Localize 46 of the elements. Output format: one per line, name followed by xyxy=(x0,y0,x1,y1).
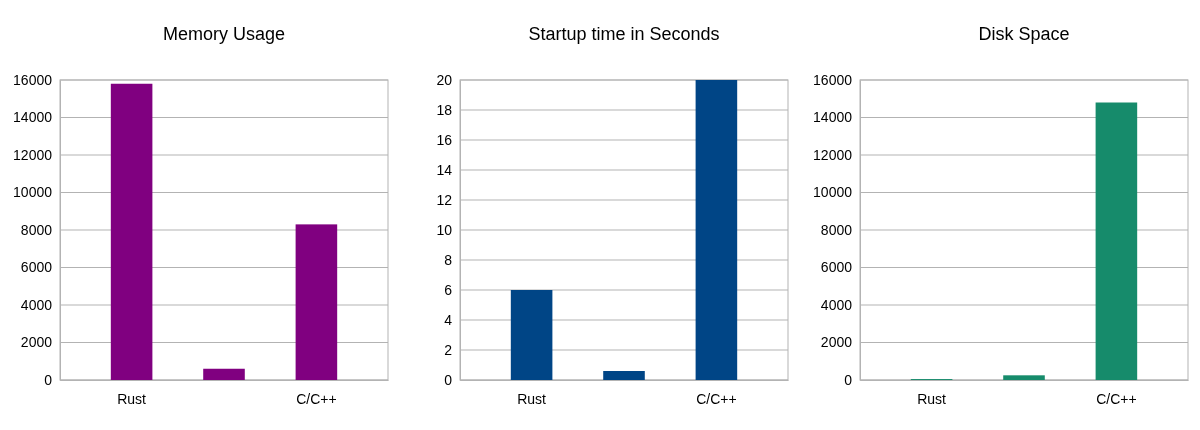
y-tick-label: 12000 xyxy=(813,146,853,163)
x-tick-label: C/C++ xyxy=(696,390,737,407)
y-tick-label: 6000 xyxy=(20,259,53,276)
x-tick-label: Rust xyxy=(917,390,947,407)
y-tick-label: 14000 xyxy=(13,109,53,126)
bar xyxy=(1003,375,1045,380)
y-tick-label: 2 xyxy=(444,341,453,358)
y-tick-label: 6000 xyxy=(820,259,853,276)
y-tick-label: 14 xyxy=(436,161,453,178)
bar xyxy=(603,371,645,380)
y-tick-label: 6 xyxy=(444,281,453,298)
chart-title: Memory Usage xyxy=(162,24,286,44)
y-tick-label: 4000 xyxy=(820,296,853,313)
y-tick-label: 16 xyxy=(436,131,453,148)
x-tick-label: Rust xyxy=(517,390,547,407)
y-tick-label: 12000 xyxy=(13,146,53,163)
y-tick-label: 16000 xyxy=(813,71,853,88)
y-tick-label: 10000 xyxy=(13,184,53,201)
bar xyxy=(695,80,738,380)
x-tick-label: C/C++ xyxy=(1096,390,1137,407)
chart-title: Startup time in Seconds xyxy=(528,24,720,44)
y-tick-label: 2000 xyxy=(820,334,853,351)
y-tick-label: 16000 xyxy=(13,71,53,88)
y-tick-label: 8 xyxy=(444,251,453,268)
y-tick-label: 4 xyxy=(444,311,453,328)
y-tick-label: 2000 xyxy=(20,334,53,351)
y-tick-label: 10 xyxy=(436,221,453,238)
y-tick-label: 0 xyxy=(444,371,453,388)
bar xyxy=(510,290,553,380)
y-tick-label: 14000 xyxy=(813,109,853,126)
x-tick-label: C/C++ xyxy=(296,390,337,407)
y-tick-label: 12 xyxy=(436,191,453,208)
y-tick-label: 0 xyxy=(44,371,53,388)
y-tick-label: 8000 xyxy=(20,221,53,238)
y-tick-label: 4000 xyxy=(20,296,53,313)
y-tick-label: 10000 xyxy=(813,184,853,201)
y-tick-label: 20 xyxy=(436,71,453,88)
y-tick-label: 18 xyxy=(436,101,453,118)
y-tick-label: 0 xyxy=(844,371,853,388)
bar xyxy=(110,83,153,380)
chart-title: Disk Space xyxy=(978,24,1070,44)
bar xyxy=(295,224,338,380)
bar xyxy=(203,368,245,380)
x-tick-label: Rust xyxy=(117,390,147,407)
bar xyxy=(1095,102,1138,380)
y-tick-label: 8000 xyxy=(820,221,853,238)
